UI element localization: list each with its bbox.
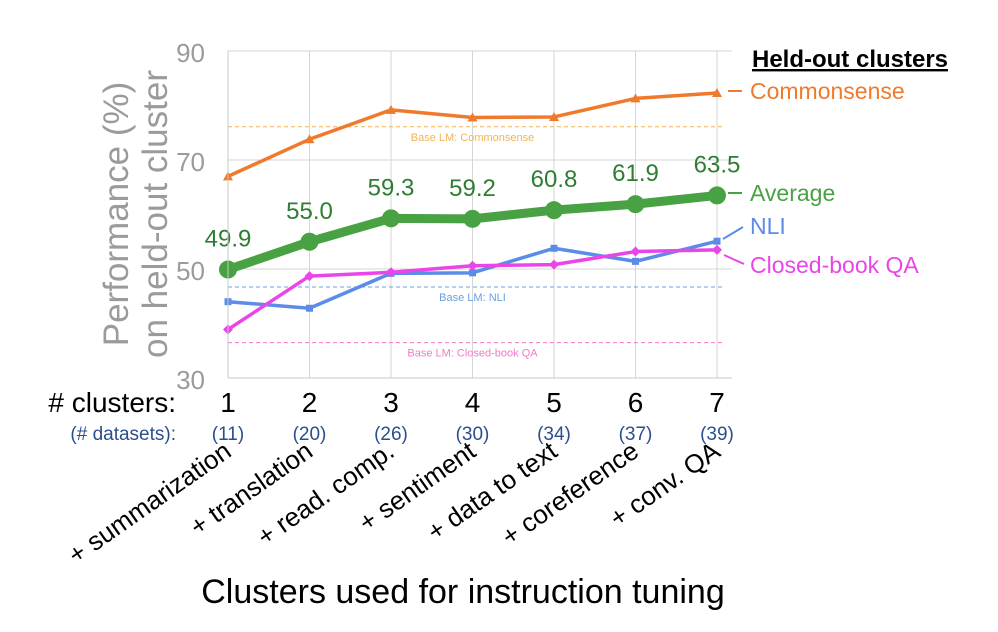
data-point (304, 271, 315, 282)
data-point (469, 269, 476, 277)
y-axis-label: Performance (%) (97, 82, 136, 347)
cluster-name-label: + coreference (496, 435, 644, 551)
data-point (713, 237, 721, 245)
baseline-label: Base LM: Commonsense (411, 132, 535, 144)
dataset-count-label: (39) (700, 424, 734, 445)
baseline-label: Base LM: NLI (439, 292, 506, 304)
legend: Commonsense Average NLI Closed-book QA (722, 78, 919, 278)
data-point (630, 93, 641, 103)
y-tick-label: 30 (176, 365, 205, 395)
data-point (712, 87, 722, 97)
legend-label: NLI (750, 213, 786, 239)
average-data-label: 59.3 (368, 174, 415, 201)
average-data-label: 55.0 (286, 198, 333, 225)
dataset-count-label: (26) (374, 424, 408, 445)
legend-marker (723, 254, 745, 265)
data-point (467, 260, 478, 271)
data-point (708, 186, 726, 205)
data-labels: 49.955.059.3 59.2 60.8 61.9 63.5 (205, 151, 741, 252)
dataset-count-row-label: (# datasets): (70, 424, 176, 445)
data-point (630, 246, 641, 257)
cluster-name-label: + read. comp. (251, 435, 399, 551)
y-tick-label: 90 (176, 38, 205, 68)
y-tick-label: 70 (176, 147, 205, 177)
data-point (304, 134, 315, 144)
data-point (382, 209, 400, 228)
data-point (626, 195, 645, 214)
dataset-count-label: (37) (619, 424, 653, 445)
data-point (306, 304, 313, 312)
x-tick-label: 4 (465, 387, 481, 418)
dataset-count-label: (34) (537, 424, 571, 445)
cluster-count-row-label: # clusters: (48, 387, 176, 418)
data-point (386, 104, 396, 114)
data-point (386, 267, 396, 278)
legend-marker (722, 226, 744, 240)
legend-label: Commonsense (750, 78, 905, 104)
average-data-label: 63.5 (694, 151, 741, 178)
data-point (549, 259, 559, 270)
dataset-count-label: (20) (293, 424, 327, 445)
average-data-label: 59.2 (449, 175, 496, 202)
data-point (467, 112, 478, 122)
dataset-count-label: (30) (456, 424, 490, 445)
x-tick-label: 1 (220, 387, 236, 418)
x-axis-label: Clusters used for instruction tuning (201, 573, 724, 611)
baseline-lines: Base LM: Commonsense Base LM: NLI Base LM:… (228, 126, 722, 360)
data-point (712, 244, 722, 255)
data-point (545, 201, 563, 220)
baseline-label: Base LM: Closed-book QA (407, 348, 538, 360)
series-lines (219, 87, 726, 335)
y-axis-label-line2: on held-out cluster (136, 70, 175, 358)
data-point (632, 257, 639, 265)
data-point (550, 244, 558, 252)
x-tick-label: 3 (383, 387, 399, 418)
dataset-count-label: (11) (212, 424, 244, 445)
x-tick-label: 7 (709, 387, 725, 418)
average-data-label: 60.8 (531, 166, 578, 193)
legend-label: Closed-book QA (750, 252, 919, 278)
x-tick-label: 2 (302, 387, 318, 418)
legend-label: Average (750, 180, 835, 206)
x-tick-label: 6 (628, 387, 644, 418)
x-tick-label: 5 (546, 387, 562, 418)
legend-title: Held-out clusters (752, 46, 948, 73)
data-point (300, 232, 319, 251)
y-tick-label: 50 (176, 256, 205, 286)
data-point (549, 111, 559, 121)
average-data-label: 61.9 (612, 160, 659, 187)
data-point (463, 209, 482, 228)
